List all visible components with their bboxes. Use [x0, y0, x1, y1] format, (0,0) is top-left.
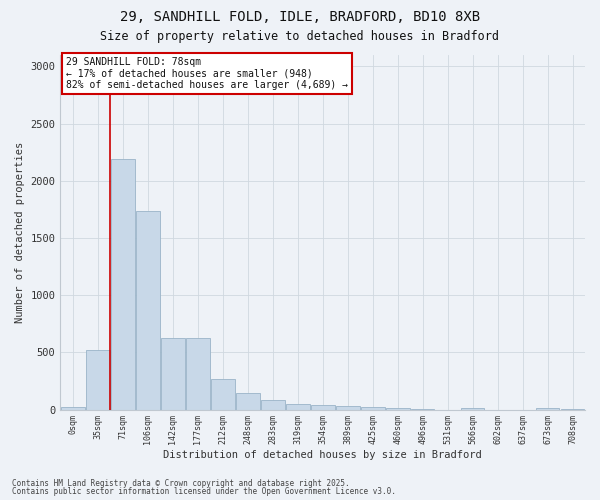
Text: Contains HM Land Registry data © Crown copyright and database right 2025.: Contains HM Land Registry data © Crown c… [12, 478, 350, 488]
Bar [536, 408, 559, 410]
Y-axis label: Number of detached properties: Number of detached properties [15, 142, 25, 323]
Bar [61, 408, 85, 410]
Text: Size of property relative to detached houses in Bradford: Size of property relative to detached ho… [101, 30, 499, 43]
Bar [161, 338, 185, 409]
Bar [236, 393, 260, 409]
Text: Contains public sector information licensed under the Open Government Licence v3: Contains public sector information licen… [12, 487, 396, 496]
Bar [211, 378, 235, 410]
Bar [286, 404, 310, 409]
Text: 29 SANDHILL FOLD: 78sqm
← 17% of detached houses are smaller (948)
82% of semi-d: 29 SANDHILL FOLD: 78sqm ← 17% of detache… [65, 57, 347, 90]
Bar [111, 158, 135, 410]
Bar [336, 406, 359, 409]
Bar [311, 405, 335, 409]
Bar [386, 408, 410, 410]
Text: 29, SANDHILL FOLD, IDLE, BRADFORD, BD10 8XB: 29, SANDHILL FOLD, IDLE, BRADFORD, BD10 … [120, 10, 480, 24]
X-axis label: Distribution of detached houses by size in Bradford: Distribution of detached houses by size … [163, 450, 482, 460]
Bar [186, 338, 209, 409]
Bar [261, 400, 284, 409]
Bar [361, 408, 385, 410]
Bar [411, 409, 434, 410]
Bar [461, 408, 484, 410]
Bar [560, 409, 584, 410]
Bar [136, 210, 160, 410]
Bar [86, 350, 110, 410]
